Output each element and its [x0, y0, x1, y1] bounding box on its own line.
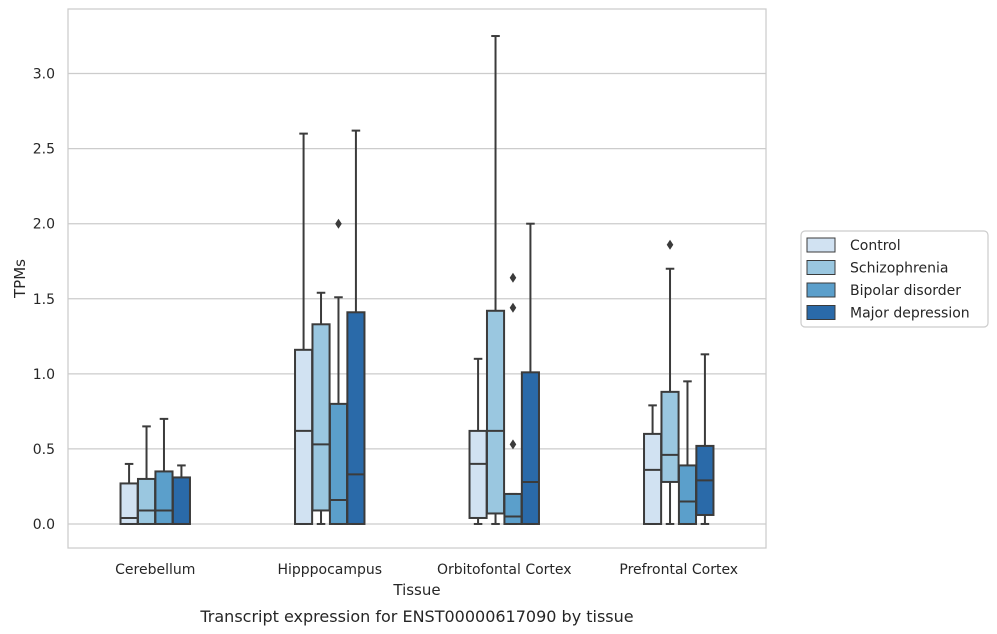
outlier-point [509, 272, 517, 283]
legend-swatch [806, 305, 836, 320]
y-tick-label: 0.0 [33, 517, 55, 533]
box-control [643, 404, 663, 525]
outlier-point [666, 239, 674, 250]
x-tick-label: Cerebellum [115, 562, 195, 578]
box-body [311, 323, 331, 512]
box-body [485, 309, 506, 515]
chart-caption: Transcript expression for ENST0000061709… [199, 607, 633, 626]
legend-swatch [806, 282, 836, 298]
legend-item: Bipolar disorder [806, 282, 961, 299]
box-schizophrenia [485, 35, 506, 525]
outlier-point [509, 439, 517, 450]
legend-swatch [806, 260, 836, 275]
box-body [154, 470, 174, 525]
box-body [468, 429, 488, 519]
box-major-depression [171, 464, 191, 525]
x-axis-ticks: Cerebellum Hipppocampus Orbitofontal Corte… [115, 562, 738, 578]
box-body [294, 348, 314, 525]
box-bipolar-disorder [328, 218, 349, 525]
box-bipolar-disorder [154, 417, 174, 525]
box-body [136, 477, 157, 525]
legend: Control Schizophrenia Bipolar disorder Majo… [800, 230, 989, 328]
box-body [503, 492, 523, 525]
box-body [660, 390, 680, 483]
box-control [468, 357, 488, 525]
box-major-depression [520, 222, 540, 525]
box-body [643, 432, 663, 525]
box-schizophrenia [311, 291, 331, 525]
legend-item: Schizophrenia [806, 260, 948, 277]
box-schizophrenia [136, 425, 157, 525]
x-tick-label: Hipppocampus [277, 562, 382, 578]
box-body [171, 476, 191, 525]
y-tick-label: 0.5 [33, 442, 55, 458]
y-tick-label: 2.0 [33, 217, 55, 233]
x-tick-label: Orbitofontal Cortex [437, 562, 572, 578]
box-bipolar-disorder [677, 380, 698, 525]
y-tick-label: 1.0 [33, 367, 55, 383]
box-body [328, 402, 349, 525]
box-schizophrenia [660, 239, 680, 525]
legend-item: Control [806, 237, 901, 254]
legend-item: Major depression [806, 305, 970, 322]
legend-label: Control [850, 238, 901, 254]
y-axis-label: TPMs [11, 259, 29, 299]
box-body [677, 464, 698, 525]
y-gridlines [68, 72, 766, 525]
outlier-point [335, 218, 342, 229]
box-major-depression [346, 129, 366, 525]
box-bipolar-disorder [503, 272, 523, 525]
outlier-point [509, 302, 517, 313]
legend-swatch [806, 237, 836, 253]
y-tick-label: 3.0 [33, 67, 55, 83]
x-tick-label: Prefrontal Cortex [619, 562, 738, 578]
box-major-depression [695, 353, 715, 525]
legend-frame [800, 230, 989, 328]
legend-label: Schizophrenia [850, 261, 948, 277]
y-tick-label: 2.5 [33, 142, 55, 158]
y-tick-label: 1.5 [33, 292, 55, 308]
box-body [346, 311, 366, 525]
legend-label: Bipolar disorder [850, 283, 961, 299]
y-axis-ticks: 0.0 0.5 1.0 1.5 2.0 2.5 3.0 [33, 67, 55, 533]
x-axis-label: Tissue [392, 581, 440, 599]
box-body [520, 371, 540, 525]
box-control [294, 132, 314, 525]
plot-area-frame [67, 8, 767, 549]
box-plots [119, 35, 715, 525]
legend-label: Major depression [850, 306, 970, 322]
box-control [119, 462, 139, 525]
